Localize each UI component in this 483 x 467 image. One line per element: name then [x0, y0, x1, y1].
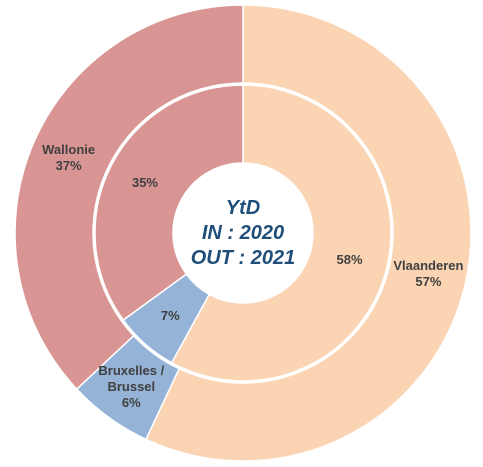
value-label: 7%	[160, 307, 180, 323]
category-name: Wallonie	[42, 141, 96, 157]
center-text: YtD	[225, 196, 261, 219]
segment-label: 58%	[302, 252, 398, 268]
value-label: 57%	[415, 274, 442, 290]
segment-label: Wallonie 37%	[21, 142, 117, 174]
segment-label: Bruxelles / Brussel 6%	[83, 363, 179, 411]
donut-segment	[94, 84, 244, 322]
value-label: 58%	[336, 252, 363, 268]
value-label: 6%	[121, 394, 141, 410]
value-label: 35%	[131, 175, 158, 191]
segment-label: 7%	[122, 308, 218, 324]
center-text: IN : 2020	[201, 221, 285, 244]
category-name: Vlaanderen	[393, 258, 464, 274]
donut-segment	[144, 4, 472, 462]
value-label: 37%	[55, 157, 82, 173]
segment-label: 35%	[97, 175, 193, 191]
donut-segment	[14, 4, 244, 391]
center-text: OUT : 2021	[190, 246, 296, 269]
segment-label: Vlaanderen 57%	[380, 258, 476, 290]
category-name: Bruxelles / Brussel	[98, 362, 165, 394]
donut-segment	[170, 84, 392, 382]
